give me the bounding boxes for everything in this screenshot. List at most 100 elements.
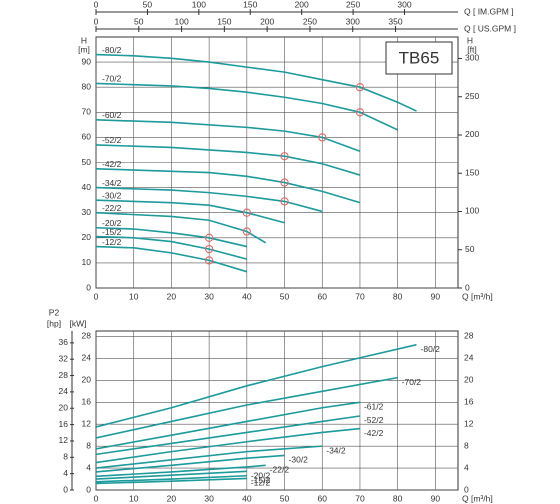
x-tick-label: 90 <box>431 291 441 301</box>
curve <box>95 235 248 260</box>
y2-tick-label: 0 <box>465 282 470 292</box>
x-tick-label: 60 <box>318 493 328 503</box>
y2-axis-unit: [ft] <box>467 44 476 54</box>
x-tick-label: 70 <box>355 291 365 301</box>
curve <box>95 474 247 483</box>
x-tick-label: 50 <box>280 291 290 301</box>
rated-point <box>355 108 365 117</box>
y-tick-label: 4 <box>86 462 91 472</box>
y2-tick-label: 250 <box>465 91 479 101</box>
y-axis-label: H <box>81 35 87 45</box>
top-axis-tick-label: 100 <box>174 16 188 26</box>
x-tick-label: 20 <box>167 291 177 301</box>
curve-label: -30/2 <box>289 455 309 465</box>
top-axis-tick-label: 200 <box>295 0 309 9</box>
top-axis-tick-label: 150 <box>243 0 257 9</box>
y-axis-unit: [m] <box>78 44 90 54</box>
y2-tick-label: 16 <box>59 419 69 429</box>
curve-label: -15/2 <box>102 227 122 237</box>
y-tick-label-right: 16 <box>464 397 474 407</box>
y-tick-label: 40 <box>82 182 92 192</box>
curve-label: -42/2 <box>364 428 384 438</box>
rated-point <box>355 83 365 92</box>
y-tick-label-right: 28 <box>464 331 474 341</box>
top-axis-tick-label: 50 <box>143 0 153 9</box>
x-axis-label: Q [m³/h] <box>462 493 493 503</box>
y-tick-label: 90 <box>82 56 92 66</box>
curve-label: -80/2 <box>421 344 441 354</box>
y2-tick-label: 100 <box>465 206 479 216</box>
curve <box>95 199 285 224</box>
y2-tick-label: 8 <box>63 452 68 462</box>
rated-point <box>280 197 289 206</box>
curve-label: -34/2 <box>102 178 122 188</box>
y-tick-label: 0 <box>86 484 91 494</box>
top-axis-tick-label: 50 <box>134 16 144 26</box>
x-axis-label: Q [m³/h] <box>462 291 493 301</box>
y-tick-label: 8 <box>86 440 91 450</box>
rated-point <box>204 256 214 265</box>
y2-tick-label: 0 <box>63 484 68 494</box>
x-tick-label: 80 <box>393 493 403 503</box>
curve <box>95 470 247 480</box>
y-tick-label: 12 <box>82 418 92 428</box>
x-tick-label: 80 <box>393 291 403 301</box>
curve <box>95 245 248 273</box>
y2-tick-label: 20 <box>59 403 69 413</box>
y2-axis-label: H <box>467 35 473 45</box>
curve <box>95 454 285 473</box>
y-tick-label: 60 <box>82 132 92 142</box>
top-axis-tick-label: 300 <box>397 0 411 9</box>
curve-label: -20/2 <box>102 218 122 228</box>
rated-point <box>280 152 289 161</box>
y-tick-label: 80 <box>82 81 92 91</box>
y-tick-label: 16 <box>82 397 92 407</box>
x-tick-label: 10 <box>129 493 139 503</box>
curve-label: -12/2 <box>251 478 271 488</box>
x-tick-label: 10 <box>129 291 139 301</box>
curve <box>95 343 417 428</box>
curve <box>95 167 361 204</box>
curve-label: -22/2 <box>102 203 122 213</box>
curve <box>95 477 247 485</box>
curve-label: -61/2 <box>364 402 384 412</box>
curve <box>95 211 267 244</box>
y-tick-label: 50 <box>82 157 92 167</box>
y-tick-label-right: 4 <box>464 462 469 472</box>
curve-label: -42/2 <box>102 159 122 169</box>
x-tick-label: 30 <box>204 291 214 301</box>
curve <box>95 119 361 152</box>
rated-point <box>242 208 251 217</box>
y2-tick-label: 50 <box>465 244 475 254</box>
y2-tick-label: 150 <box>465 167 479 177</box>
x-tick-label: 90 <box>431 493 441 503</box>
curve <box>95 427 361 464</box>
curve <box>95 144 361 176</box>
curve <box>95 376 398 439</box>
x-tick-label: 40 <box>242 493 252 503</box>
y-tick-label: 10 <box>82 257 92 267</box>
y-tick-label-right: 8 <box>464 440 469 450</box>
curve-label: -22/2 <box>270 465 290 475</box>
curve <box>95 415 361 456</box>
curve-label: -70/2 <box>102 74 122 84</box>
y2-tick-label: 300 <box>465 53 479 63</box>
curve-label: -60/2 <box>102 110 122 120</box>
y-tick-label: 20 <box>82 232 92 242</box>
y-axis-unit: [kW] <box>70 318 87 328</box>
top-axis-tick-label: 0 <box>94 0 99 9</box>
x-tick-label: 40 <box>242 291 252 301</box>
y-tick-label-right: 24 <box>464 353 474 363</box>
y2-tick-label: 200 <box>465 129 479 139</box>
curve <box>95 82 399 131</box>
y2-tick-label: 28 <box>59 370 69 380</box>
rated-point <box>242 227 251 236</box>
curve <box>95 401 361 450</box>
x-tick-label: 50 <box>280 493 290 503</box>
y2-axis-unit: [hp] <box>47 318 61 328</box>
curve-label: -52/2 <box>102 135 122 145</box>
y-tick-label-right: 20 <box>464 375 474 385</box>
top-axis-tick-label: 200 <box>260 16 274 26</box>
